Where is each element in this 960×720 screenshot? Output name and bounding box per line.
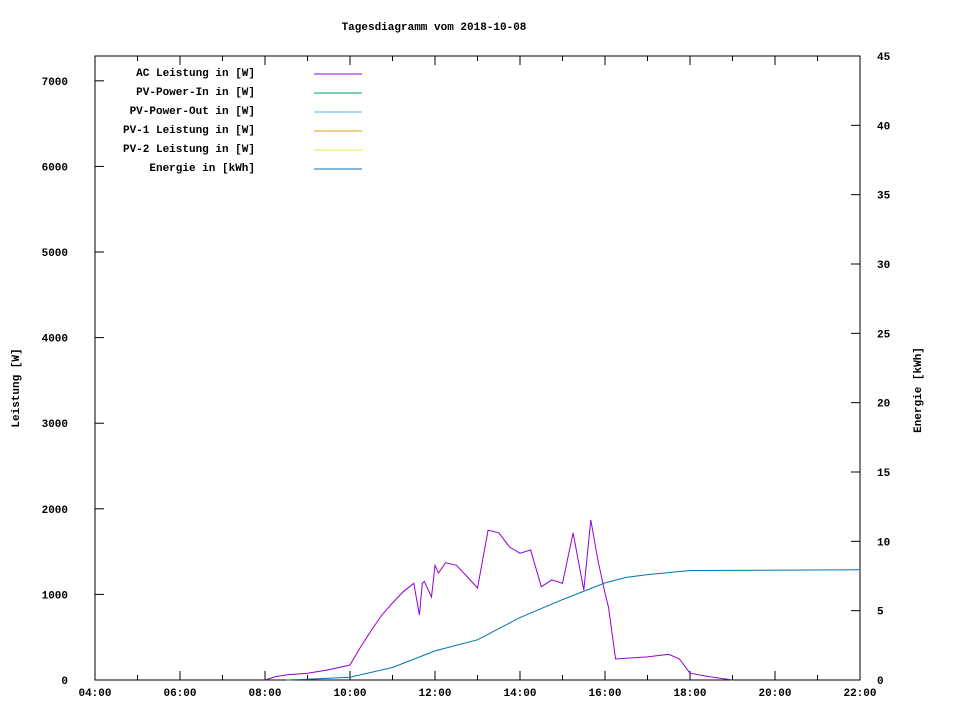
y-tick-label: 2000 bbox=[42, 505, 68, 517]
y2-tick-label: 30 bbox=[877, 260, 890, 272]
x-tick-label: 16:00 bbox=[588, 688, 621, 700]
x-tick-label: 12:00 bbox=[418, 688, 451, 700]
x-tick-label: 04:00 bbox=[78, 688, 111, 700]
y2-tick-label: 5 bbox=[877, 607, 884, 619]
legend-label: Energie in [kWh] bbox=[149, 163, 255, 175]
y2-axis-label: Energie [kWh] bbox=[913, 347, 925, 433]
y-tick-label: 5000 bbox=[42, 248, 68, 260]
y-tick-label: 7000 bbox=[42, 77, 68, 89]
legend-label: PV-1 Leistung in [W] bbox=[123, 125, 255, 137]
x-tick-label: 18:00 bbox=[673, 688, 706, 700]
y2-tick-label: 10 bbox=[877, 537, 890, 549]
series-line-0 bbox=[264, 519, 733, 681]
x-tick-label: 22:00 bbox=[843, 688, 876, 700]
y2-tick-label: 35 bbox=[877, 191, 891, 203]
legend-label: AC Leistung in [W] bbox=[136, 68, 255, 80]
legend-label: PV-2 Leistung in [W] bbox=[123, 144, 255, 156]
y-tick-label: 1000 bbox=[42, 590, 68, 602]
legend: AC Leistung in [W] PV-Power-In in [W] PV-P… bbox=[123, 68, 362, 175]
y2-tick-label: 25 bbox=[877, 329, 891, 341]
y2-tick-label: 45 bbox=[877, 52, 891, 64]
y2-tick-label: 40 bbox=[877, 121, 890, 133]
y-tick-label: 6000 bbox=[42, 162, 68, 174]
x-tick-label: 14:00 bbox=[503, 688, 536, 700]
y-tick-label: 3000 bbox=[42, 419, 68, 431]
y2-tick-label: 20 bbox=[877, 399, 890, 411]
x-tick-label: 20:00 bbox=[758, 688, 791, 700]
legend-label: PV-Power-In in [W] bbox=[136, 87, 255, 99]
y-tick-label: 4000 bbox=[42, 334, 68, 346]
legend-label: PV-Power-Out in [W] bbox=[130, 106, 255, 118]
x-tick-label: 08:00 bbox=[248, 688, 281, 700]
y2-tick-label: 15 bbox=[877, 468, 891, 480]
y2-tick-label: 0 bbox=[877, 676, 884, 688]
chart-title: Tagesdiagramm vom 2018-10-08 bbox=[342, 22, 527, 34]
y-tick-label: 0 bbox=[61, 676, 68, 688]
x-tick-label: 06:00 bbox=[163, 688, 196, 700]
series-line-5 bbox=[286, 569, 861, 681]
x-tick-label: 10:00 bbox=[333, 688, 366, 700]
y-axis-label: Leistung [W] bbox=[11, 348, 23, 427]
